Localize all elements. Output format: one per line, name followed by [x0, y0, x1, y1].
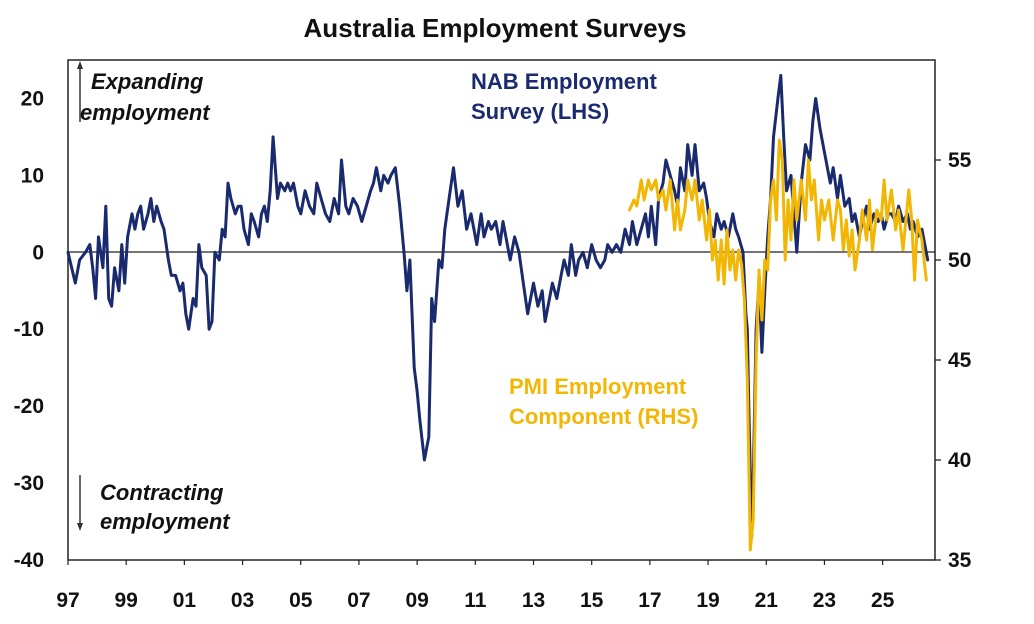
chart-title: Australia Employment Surveys — [304, 13, 687, 43]
right-tick-label: 40 — [948, 449, 971, 472]
pmi-label-line-1: PMI Employment — [509, 374, 687, 399]
axes-layer — [67, 59, 936, 561]
pmi-label-line-2: Component (RHS) — [509, 404, 698, 429]
series-layer — [66, 73, 930, 552]
right-axis-ticks: 55 50 45 40 35 — [935, 149, 972, 572]
nab-series-line — [66, 73, 930, 539]
nab-label-line-1: NAB Employment — [471, 69, 657, 94]
expanding-label-1: Expanding — [91, 69, 204, 94]
right-tick-label: 35 — [948, 549, 972, 572]
left-tick-label: -20 — [14, 395, 44, 418]
contracting-label-1: Contracting — [100, 480, 224, 505]
x-tick-label: 17 — [638, 589, 661, 612]
left-tick-label: 0 — [32, 241, 44, 264]
x-tick-label: 07 — [347, 589, 370, 612]
x-tick-label: 23 — [813, 589, 836, 612]
left-tick-label: -10 — [14, 318, 44, 341]
x-tick-label: 09 — [405, 589, 428, 612]
expanding-annotation: Expanding employment — [77, 61, 211, 125]
right-tick-label: 45 — [948, 349, 972, 372]
x-axis-ticks: 97 99 01 03 05 07 09 11 13 15 17 19 21 23 25 — [56, 560, 895, 612]
x-tick-label: 97 — [56, 589, 79, 612]
x-tick-label: 15 — [580, 589, 604, 612]
down-arrowhead-icon — [77, 523, 83, 531]
x-tick-label: 19 — [696, 589, 719, 612]
pmi-series-label: PMI Employment Component (RHS) — [509, 374, 698, 429]
x-tick-label: 25 — [871, 589, 895, 612]
x-tick-label: 99 — [115, 589, 138, 612]
plot-frame — [67, 59, 936, 561]
contracting-annotation: Contracting employment — [77, 475, 231, 534]
x-tick-label: 05 — [289, 589, 313, 612]
expanding-label-2: employment — [80, 100, 211, 125]
right-tick-label: 55 — [948, 149, 972, 172]
x-tick-label: 13 — [522, 589, 545, 612]
nab-series-label: NAB Employment Survey (LHS) — [471, 69, 657, 124]
pmi-series-line — [628, 138, 928, 552]
up-arrowhead-icon — [77, 61, 83, 69]
x-tick-label: 03 — [231, 589, 254, 612]
left-tick-label: -40 — [14, 549, 44, 572]
right-tick-label: 50 — [948, 249, 971, 272]
contracting-label-2: employment — [100, 509, 231, 534]
left-tick-label: -30 — [14, 472, 44, 495]
x-tick-label: 01 — [173, 589, 197, 612]
x-tick-label: 11 — [464, 589, 487, 612]
left-tick-label: 20 — [21, 87, 44, 110]
left-axis-ticks: 20 10 0 -10 -20 -30 -40 — [14, 87, 44, 572]
left-tick-label: 10 — [21, 164, 44, 187]
nab-label-line-2: Survey (LHS) — [471, 99, 609, 124]
x-tick-label: 21 — [755, 589, 779, 612]
